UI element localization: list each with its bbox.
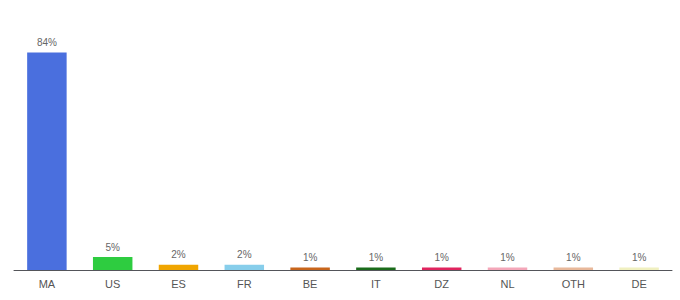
svg-text:1%: 1% <box>500 252 515 263</box>
svg-text:5%: 5% <box>105 242 120 253</box>
svg-text:1%: 1% <box>303 252 318 263</box>
svg-text:BE: BE <box>303 278 318 290</box>
svg-text:ES: ES <box>171 278 186 290</box>
svg-text:84%: 84% <box>37 37 57 48</box>
svg-text:IT: IT <box>371 278 381 290</box>
svg-text:2%: 2% <box>237 249 252 260</box>
svg-text:DE: DE <box>631 278 646 290</box>
svg-text:1%: 1% <box>369 252 384 263</box>
svg-text:2%: 2% <box>171 249 186 260</box>
svg-text:US: US <box>105 278 120 290</box>
svg-text:1%: 1% <box>632 252 647 263</box>
svg-text:MA: MA <box>39 278 56 290</box>
svg-text:DZ: DZ <box>434 278 449 290</box>
svg-text:OTH: OTH <box>562 278 585 290</box>
svg-text:NL: NL <box>500 278 514 290</box>
svg-text:1%: 1% <box>434 252 449 263</box>
svg-text:FR: FR <box>237 278 252 290</box>
svg-text:1%: 1% <box>566 252 581 263</box>
